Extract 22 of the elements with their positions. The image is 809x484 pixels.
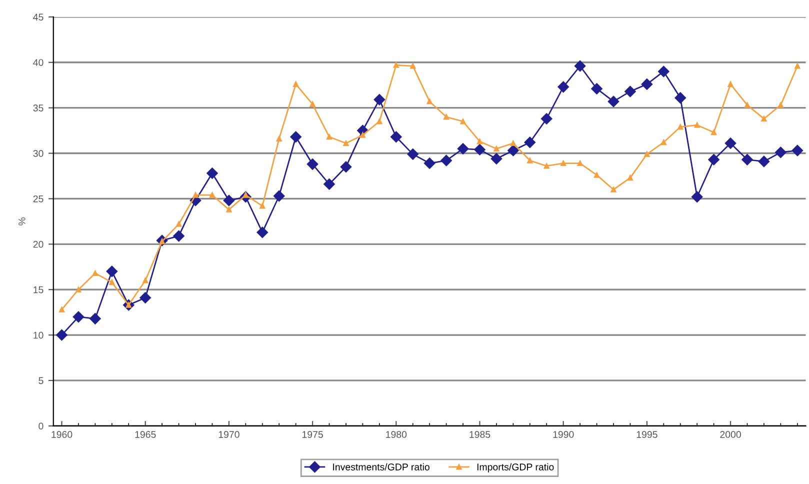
y-tick-label: 25	[33, 195, 44, 202]
y-tick-label: 0	[38, 422, 44, 430]
legend-label: Imports/GDP ratio	[477, 463, 554, 472]
y-tick-label: 20	[33, 240, 44, 248]
x-tick-label: 1970	[218, 431, 240, 438]
x-tick-label: 2000	[720, 431, 741, 438]
y-tick-label: 10	[34, 332, 44, 339]
y-tick-label: 30	[33, 150, 44, 157]
x-tick-label: 1965	[135, 431, 156, 438]
x-tick-label: 1990	[553, 431, 574, 438]
x-tick-label: 1975	[302, 431, 323, 438]
legend-label: Investments/GDP ratio	[333, 463, 430, 470]
x-tick-label: 1995	[636, 431, 658, 438]
y-tick-label: 15	[34, 286, 44, 294]
y-tick-label: 35	[33, 104, 44, 112]
y-tick-label: 40	[33, 59, 44, 66]
x-tick-label: 1985	[470, 431, 490, 438]
y-axis-title: %	[18, 217, 26, 226]
y-tick-label: 45	[33, 14, 44, 21]
x-tick-label: 1960	[52, 431, 72, 438]
y-tick-label: 5	[38, 377, 44, 384]
x-tick-label: 1980	[386, 431, 407, 438]
